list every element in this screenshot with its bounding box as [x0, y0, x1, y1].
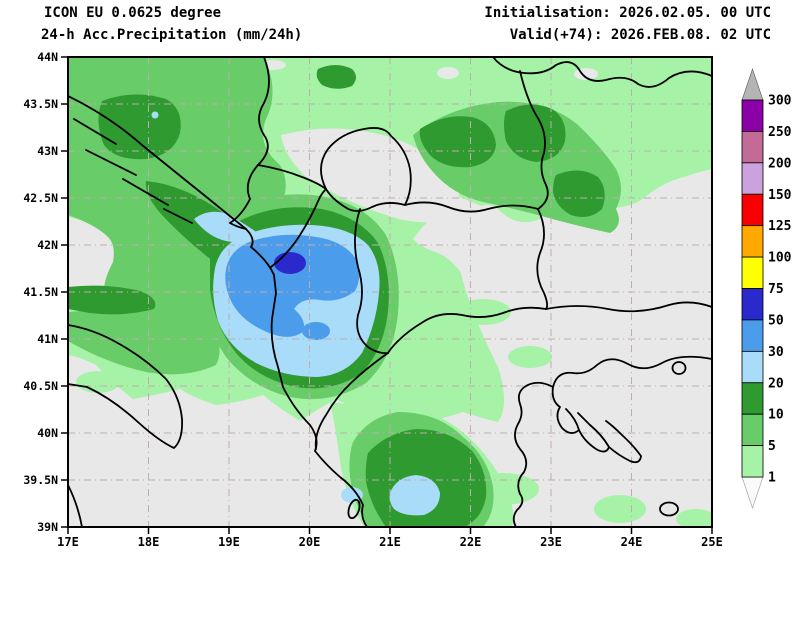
y-axis-labels: 44N 43.5N 43N 42.5N 42N 41.5N 41N 40.5N …	[23, 50, 58, 534]
albania-greece-border	[314, 352, 389, 450]
y-tick-label: 40N	[37, 426, 58, 440]
legend-segment	[741, 162, 764, 195]
map-canvas	[68, 57, 712, 527]
precip-layer-50-75mm	[274, 252, 306, 274]
aegean-coastline	[512, 355, 712, 527]
initialisation-time: Initialisation: 2026.02.05. 00 UTC	[484, 5, 771, 21]
y-tick-label: 43N	[37, 144, 58, 158]
albania-macedonia-border	[354, 208, 389, 355]
y-tick-label: 44N	[37, 50, 58, 64]
graticule	[68, 57, 712, 527]
y-tick-label: 43.5N	[23, 97, 58, 111]
montenegro-albania-border	[270, 188, 327, 268]
legend-segment	[741, 131, 764, 164]
x-tick-label: 25E	[701, 535, 723, 549]
legend-segment	[741, 288, 764, 321]
legend-label: 150	[768, 188, 792, 203]
legend-label: 200	[768, 156, 792, 171]
legend-label: 100	[768, 251, 792, 266]
legend-label: 10	[768, 408, 784, 423]
legend-segments	[741, 99, 764, 478]
y-tick-label: 42.5N	[23, 191, 58, 205]
legend-arrow-below-min	[741, 476, 764, 509]
model-title: ICON EU 0.0625 degree	[44, 5, 221, 21]
macedonia-bulgaria-border	[536, 208, 549, 310]
coastlines-and-borders	[68, 57, 712, 527]
x-tick-label: 24E	[621, 535, 643, 549]
dalmatian-islands	[73, 118, 193, 224]
serbia-bulgaria-border	[519, 70, 549, 210]
legend-segment	[741, 413, 764, 447]
x-tick-label: 17E	[57, 535, 79, 549]
y-tick-label: 39N	[37, 520, 58, 534]
legend-segment	[741, 319, 764, 352]
legend-segment	[741, 193, 764, 227]
x-tick-label: 23E	[540, 535, 562, 549]
legend-segment	[741, 350, 764, 384]
greece-bulgaria-border	[545, 301, 712, 313]
danube-border	[492, 57, 712, 88]
thasos-island	[671, 361, 687, 375]
legend-label: 5	[768, 439, 776, 454]
valid-time: Valid(+74): 2026.FEB.08. 02 UTC	[510, 27, 771, 43]
macedonia-greece-border	[387, 306, 547, 354]
x-tick-label: 19E	[218, 535, 240, 549]
legend-label: 75	[768, 282, 784, 297]
y-tick-label: 41N	[37, 332, 58, 346]
x-tick-label: 22E	[460, 535, 482, 549]
italy-coastline	[68, 324, 183, 527]
legend-label: 30	[768, 345, 784, 360]
y-tick-label: 41.5N	[23, 285, 58, 299]
legend-label: 50	[768, 313, 784, 328]
corfu-island	[347, 498, 361, 520]
parameter-title: 24-h Acc.Precipitation (mm/24h)	[41, 27, 302, 43]
legend-label: 20	[768, 376, 784, 391]
x-tick-label: 18E	[138, 535, 160, 549]
y-tick-label: 42N	[37, 238, 58, 252]
legend-segment	[741, 445, 764, 478]
axis-ticks	[61, 56, 713, 534]
legend-segment	[741, 382, 764, 415]
legend-label: 125	[768, 219, 791, 234]
legend-arrow-above-max	[741, 68, 764, 101]
sporades-island	[659, 501, 679, 517]
legend-label: 1	[768, 471, 776, 486]
precip-color-legend: 300 250 200 150 125 100 75 50 30 20 10 5…	[741, 68, 792, 509]
legend-label: 300	[768, 94, 792, 109]
x-tick-label: 20E	[299, 535, 321, 549]
legend-segment	[741, 99, 764, 132]
legend-label: 250	[768, 125, 792, 140]
legend-segment	[741, 256, 764, 289]
adriatic-coastline	[68, 94, 368, 527]
legend-segment	[741, 225, 764, 258]
y-tick-label: 40.5N	[23, 379, 58, 393]
macedonia-north-border	[404, 201, 539, 213]
x-axis-labels: 17E 18E 19E 20E 21E 22E 23E 24E 25E	[57, 535, 723, 549]
y-tick-label: 39.5N	[23, 473, 58, 487]
kosovo-border	[320, 127, 412, 212]
x-tick-label: 21E	[379, 535, 401, 549]
montenegro-serbia-border	[257, 164, 327, 190]
legend-labels: 300 250 200 150 125 100 75 50 30 20 10 5…	[768, 94, 792, 486]
